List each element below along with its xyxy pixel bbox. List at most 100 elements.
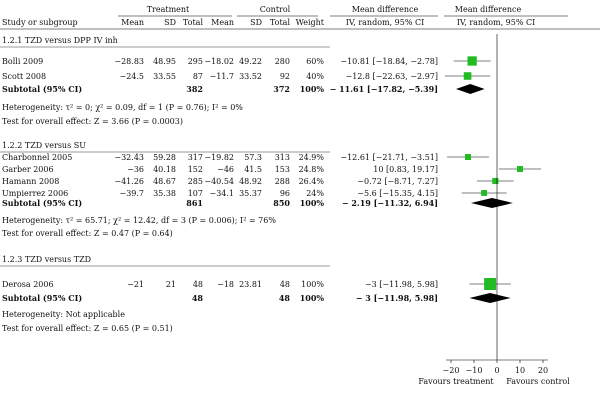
study-t-total: 107 [188,189,203,198]
study-c-sd: 23.81 [239,280,262,289]
study-ci-text: 10 [0.83, 19.17] [373,165,438,174]
study-t-sd: 48.95 [153,57,176,66]
subgroup-heterogeneity: Heterogeneity: τ² = 0; χ² = 0.09, df = 1… [2,103,243,112]
study-t-total: 317 [188,153,203,162]
study-c-total: 313 [275,153,290,162]
subtotal-c-total: 372 [273,84,290,94]
subgroup-overall-effect: Test for overall effect: Z = 0.65 (P = 0… [2,324,173,333]
header-ci-right: IV, random, 95% CI [457,18,536,27]
subtotal-ci-text: − 11.61 [−17.82, −5.39] [330,84,438,94]
forest-rows: 1.2.1 TZD versus DPP IV inh Bolli 2009 −28… [0,36,542,333]
study-t-sd: 48.67 [153,177,176,186]
subgroup-heterogeneity: Heterogeneity: τ² = 65.71; χ² = 12.42, d… [2,216,276,225]
study-t-sd: 35.38 [153,189,176,198]
study-square [484,278,497,290]
study-name: Garber 2006 [2,165,54,174]
study-t-total: 285 [188,177,203,186]
study-square [481,190,488,196]
subgroup-heterogeneity: Heterogeneity: Not applicable [2,310,125,319]
study-c-total: 96 [280,189,290,198]
study-c-sd: 49.22 [239,57,262,66]
study-name: Derosa 2006 [2,280,54,289]
study-square [492,177,499,185]
subtotal-diamond [470,198,513,208]
subtotal-ci-text: − 3 [−11.98, 5.98] [356,293,438,303]
subtotal-label: Subtotal (95% CI) [2,84,82,94]
subtotal-ci-text: − 2.19 [−11.32, 6.94] [342,198,438,208]
study-ci-text: −12.8 [−22.63, −2.97] [345,72,438,81]
study-t-mean: −41.26 [114,177,144,186]
study-weight: 100% [301,280,324,289]
header-treatment: Treatment [147,5,190,14]
x-ticks: −20 −10 0 10 20 [443,360,548,375]
study-t-mean: −36 [127,165,144,174]
study-weight: 26.4% [299,177,325,186]
subgroup-overall-effect: Test for overall effect: Z = 3.66 (P = 0… [2,117,183,126]
study-t-mean: −24.5 [119,72,144,81]
study-c-mean: −18.02 [204,57,234,66]
study-c-mean: −40.54 [204,177,234,186]
subtotal-diamond [456,84,485,94]
study-t-total: 48 [193,280,203,289]
study-t-sd: 21 [166,280,176,289]
study-t-sd: 59.28 [153,153,176,162]
header-weight: Weight [296,18,325,27]
footer-favours-treatment: Favours treatment [418,377,494,386]
study-c-total: 280 [275,57,290,66]
study-name: Bolli 2009 [2,57,43,66]
header-c-sd: SD [250,18,262,27]
subtotal-t-total: 382 [186,84,203,94]
header-t-mean: Mean [121,18,144,27]
subtotal-weight: 100% [300,84,325,94]
subtotal-weight: 100% [300,293,325,303]
subtotal-c-total: 48 [279,293,291,303]
study-c-total: 288 [275,177,290,186]
header-md-right: Mean difference [455,5,522,14]
study-c-mean: −11.7 [209,72,234,81]
x-tick-label: −10 [466,366,483,375]
study-ci-text: −3 [−11.98, 5.98] [365,280,438,289]
header-t-sd: SD [164,18,176,27]
x-tick-label: −20 [443,366,460,375]
header-ci-left: IV, random, 95% CI [346,18,425,27]
study-c-total: 153 [275,165,290,174]
study-t-total: 152 [188,165,203,174]
study-t-mean: −32.43 [114,153,144,162]
subtotal-t-total: 861 [186,198,203,208]
study-ci-text: −12.61 [−21.71, −3.51] [340,153,438,162]
study-t-mean: −39.7 [119,189,144,198]
subtotal-weight: 100% [300,198,325,208]
study-ci-text: −10.81 [−18.84, −2.78] [340,57,438,66]
study-t-sd: 33.55 [153,72,176,81]
study-name: Umpierrez 2006 [2,189,68,198]
header-t-total: Total [183,18,204,27]
study-ci-text: −0.72 [−8.71, 7.27] [357,177,438,186]
study-c-mean: −34.1 [209,189,234,198]
subtotal-t-total: 48 [192,293,204,303]
study-name: Hamann 2008 [2,177,59,186]
subgroup-title: 1.2.2 TZD versus SU [2,141,86,150]
study-square [467,56,477,66]
header-c-mean: Mean [211,18,234,27]
study-c-sd: 48.92 [239,177,262,186]
header-control: Control [260,5,291,14]
study-square [465,154,471,160]
study-c-sd: 57.3 [244,153,262,162]
x-tick-label: 20 [538,366,548,375]
study-c-total: 48 [280,280,290,289]
study-weight: 40% [306,72,324,81]
subtotal-diamond [469,293,511,303]
study-weight: 24.9% [299,153,325,162]
study-t-mean: −28.83 [114,57,144,66]
study-square [463,72,472,80]
study-name: Scott 2008 [2,72,46,81]
header-md-left: Mean difference [352,5,419,14]
header-study: Study or subgroup [2,18,78,27]
subtotal-label: Subtotal (95% CI) [2,293,82,303]
study-t-sd: 40.18 [153,165,176,174]
subtotal-label: Subtotal (95% CI) [2,198,82,208]
study-c-total: 92 [280,72,290,81]
study-c-sd: 33.52 [239,72,262,81]
subgroup-overall-effect: Test for overall effect: Z = 0.47 (P = 0… [2,229,173,238]
